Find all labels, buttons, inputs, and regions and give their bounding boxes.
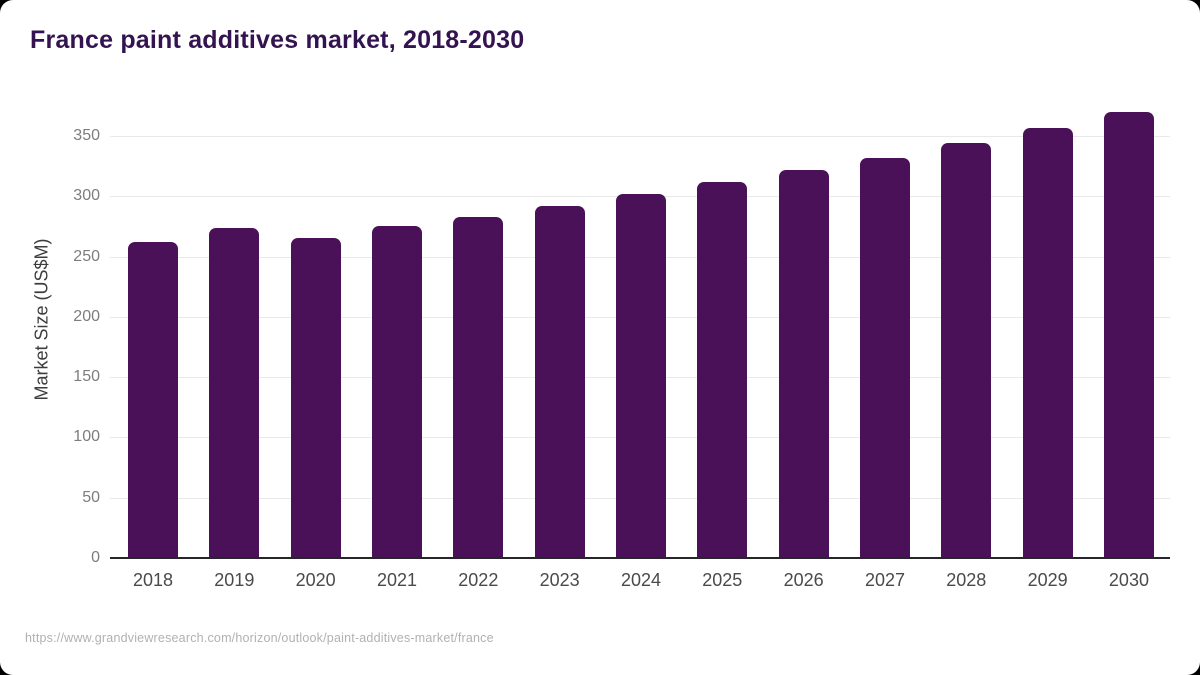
bar-2030 [1103, 111, 1154, 558]
x-tick-label: 2028 [946, 570, 987, 590]
x-tick-label: 2021 [376, 570, 417, 590]
y-tick-label: 350 [73, 127, 100, 144]
y-tick-label: 250 [73, 247, 100, 265]
x-tick-label: 2030 [1108, 570, 1149, 590]
x-tick-label: 2029 [1027, 570, 1068, 590]
bar-2024 [615, 193, 666, 558]
bar-2029 [1022, 127, 1073, 558]
x-tick-label: 2027 [864, 570, 905, 590]
x-tick-label: 2018 [132, 570, 174, 590]
y-tick-label: 0 [91, 549, 100, 566]
bar-2025 [697, 181, 748, 558]
bar-2028 [941, 143, 992, 558]
y-tick-label: 150 [73, 368, 100, 386]
y-tick-label: 100 [73, 428, 100, 446]
bar-2023 [534, 205, 585, 558]
x-tick-label: 2025 [702, 570, 743, 590]
x-tick-label: 2023 [539, 570, 580, 590]
gridline [110, 136, 1170, 137]
page-title: France paint additives market, 2018-2030 [30, 26, 525, 54]
x-tick-label: 2024 [620, 570, 661, 590]
source-url: https://www.grandviewresearch.com/horizo… [25, 631, 494, 645]
bar-2018 [128, 242, 178, 558]
bar-2020 [290, 238, 341, 558]
x-tick-label: 2019 [214, 570, 255, 590]
x-tick-label: 2026 [783, 570, 824, 590]
bar-2022 [453, 216, 504, 558]
x-tick-label: 2020 [295, 570, 336, 590]
x-tick-label: 2022 [458, 570, 499, 590]
bar-2021 [371, 226, 422, 558]
y-axis-title: Market Size (US$M) [31, 238, 52, 401]
bar-2027 [859, 157, 910, 558]
bar-2026 [778, 169, 829, 558]
bar-2019 [209, 227, 260, 558]
y-tick-label: 50 [82, 488, 100, 506]
x-axis-line [110, 557, 1170, 559]
y-tick-label: 300 [73, 187, 100, 205]
y-tick-label: 200 [73, 307, 100, 325]
